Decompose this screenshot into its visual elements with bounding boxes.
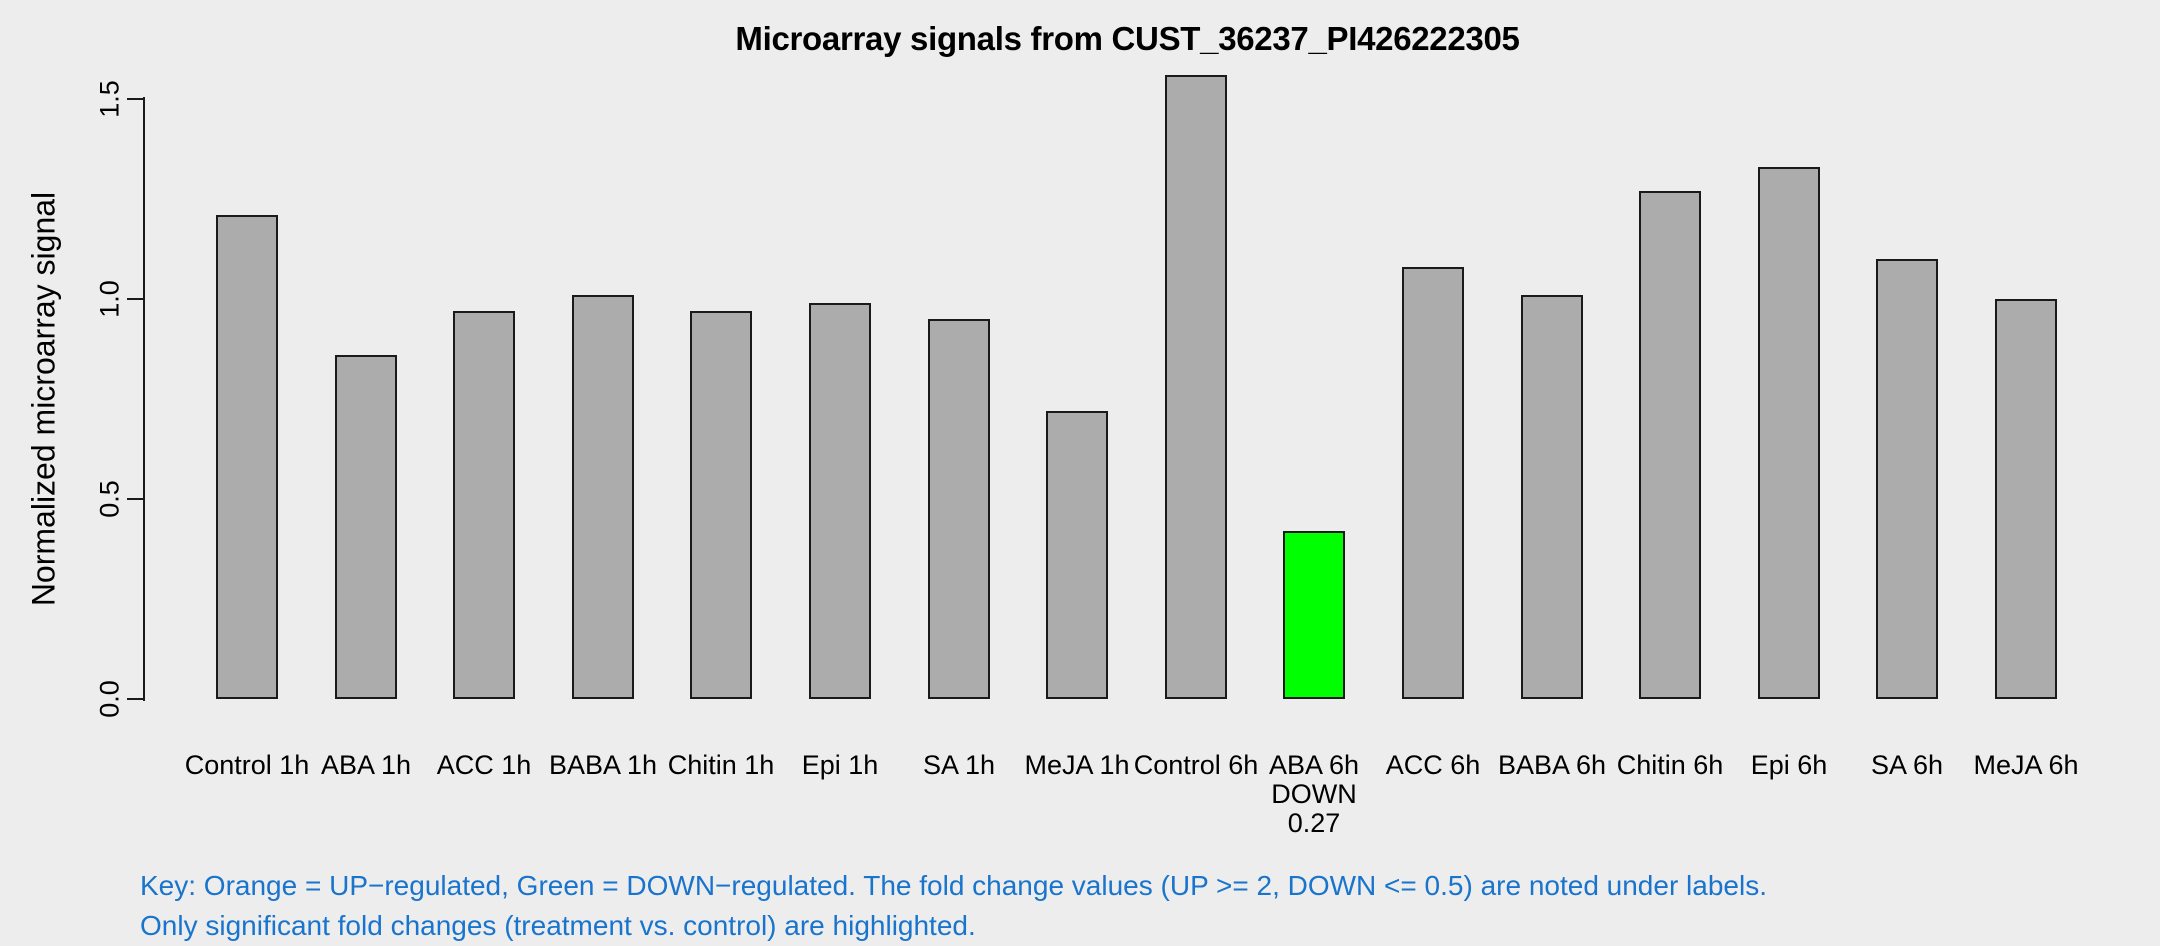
- key-note-line-1: Key: Orange = UP−regulated, Green = DOWN…: [140, 870, 1767, 901]
- x-label-text: ABA 1h: [320, 750, 412, 780]
- x-label-text: SA 1h: [922, 750, 996, 780]
- x-label-acc-1h: ACC 1h: [374, 751, 594, 780]
- x-label-meja-6h: MeJA 6h: [1916, 751, 2136, 780]
- y-axis-line: [143, 97, 145, 701]
- x-label-text: Epi 1h: [801, 750, 879, 780]
- bar-acc-6h: [1402, 267, 1464, 699]
- bar-epi-1h: [809, 303, 871, 699]
- y-tick-label: 0.0: [94, 680, 125, 718]
- y-tick-mark: [127, 98, 143, 100]
- fold-change-annotation: DOWN: [1271, 779, 1357, 809]
- x-label-chitin-6h: Chitin 6h: [1560, 751, 1780, 780]
- bar-control-6h: [1165, 75, 1227, 699]
- x-label-aba-6h: ABA 6h DOWN 0.27: [1204, 751, 1424, 838]
- key-note: Key: Orange = UP−regulated, Green = DOWN…: [140, 866, 1767, 946]
- x-label-control-1h: Control 1h: [137, 751, 357, 780]
- y-tick-mark: [127, 298, 143, 300]
- x-label-acc-6h: ACC 6h: [1323, 751, 1543, 780]
- y-tick-mark: [127, 698, 143, 700]
- y-tick-label: 0.5: [94, 480, 125, 518]
- x-label-epi-1h: Epi 1h: [730, 751, 950, 780]
- bar-baba-6h: [1521, 295, 1583, 699]
- x-label-text: Control 6h: [1133, 750, 1259, 780]
- x-label-text: ABA 6h: [1268, 750, 1360, 780]
- x-label-text: Epi 6h: [1750, 750, 1828, 780]
- fold-change-annotation: 0.27: [1287, 808, 1341, 838]
- chart-title: Microarray signals from CUST_36237_PI426…: [735, 20, 1520, 57]
- bar-sa-1h: [928, 319, 990, 699]
- bar-chitin-1h: [690, 311, 752, 699]
- bar-epi-6h: [1758, 167, 1820, 699]
- x-label-sa-6h: SA 6h: [1797, 751, 2017, 780]
- x-label-text: Chitin 1h: [667, 750, 775, 780]
- x-label-text: ACC 6h: [1385, 750, 1481, 780]
- x-label-text: Chitin 6h: [1616, 750, 1724, 780]
- y-tick-label: 1.0: [94, 280, 125, 318]
- bar-sa-6h: [1876, 259, 1938, 699]
- y-tick-label: 1.5: [94, 80, 125, 118]
- x-label-meja-1h: MeJA 1h: [967, 751, 1187, 780]
- x-label-text: MeJA 6h: [1973, 750, 2079, 780]
- bar-acc-1h: [453, 311, 515, 699]
- bar-meja-6h: [1995, 299, 2057, 699]
- x-label-text: Control 1h: [184, 750, 310, 780]
- bar-aba-1h: [335, 355, 397, 699]
- x-label-text: SA 6h: [1870, 750, 1944, 780]
- x-label-text: BABA 6h: [1497, 750, 1607, 780]
- x-label-text: MeJA 1h: [1024, 750, 1130, 780]
- x-label-control-6h: Control 6h: [1086, 751, 1306, 780]
- x-label-baba-1h: BABA 1h: [493, 751, 713, 780]
- x-label-text: BABA 1h: [548, 750, 658, 780]
- x-label-aba-1h: ABA 1h: [256, 751, 476, 780]
- x-label-baba-6h: BABA 6h: [1442, 751, 1662, 780]
- x-label-text: ACC 1h: [436, 750, 532, 780]
- bar-aba-6h: [1283, 531, 1345, 699]
- bar-control-1h: [216, 215, 278, 699]
- x-label-sa-1h: SA 1h: [849, 751, 1069, 780]
- y-axis-title: Normalized microarray signal: [25, 191, 62, 607]
- bar-baba-1h: [572, 295, 634, 699]
- bar-meja-1h: [1046, 411, 1108, 699]
- y-tick-mark: [127, 498, 143, 500]
- bar-chitin-6h: [1639, 191, 1701, 699]
- key-note-line-2: Only significant fold changes (treatment…: [140, 910, 976, 941]
- x-label-chitin-1h: Chitin 1h: [611, 751, 831, 780]
- x-label-epi-6h: Epi 6h: [1679, 751, 1899, 780]
